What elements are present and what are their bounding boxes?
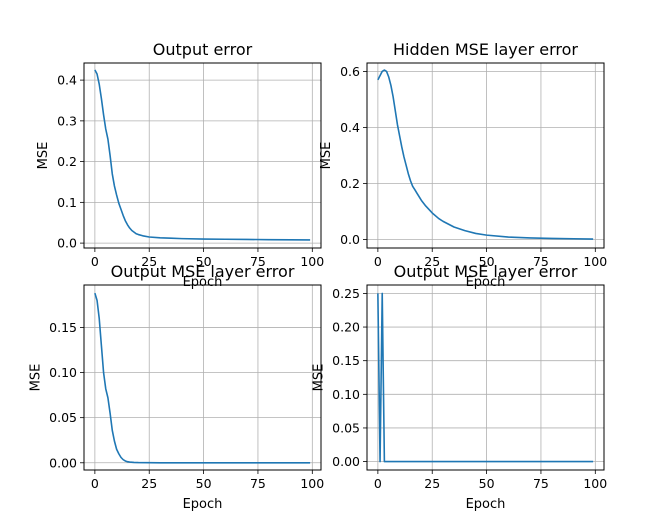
y-tick-label: 0.10 <box>49 365 77 380</box>
y-tick-label: 0.05 <box>332 420 360 435</box>
chart-title: Output MSE layer error <box>394 262 578 281</box>
y-tick-label: 0.15 <box>49 320 77 335</box>
y-tick-label: 0.20 <box>332 320 360 335</box>
axes-frame <box>366 284 605 471</box>
y-tick-label: 0.0 <box>340 232 360 247</box>
y-tick-label: 0.2 <box>57 154 77 169</box>
y-axis-label: MSE <box>319 142 334 170</box>
series-line <box>94 292 311 464</box>
y-tick-label: 0.4 <box>57 73 77 88</box>
y-tick-label: 0.05 <box>49 410 77 425</box>
y-tick-label: 0.0 <box>57 236 77 251</box>
series-line <box>94 69 311 241</box>
series-line <box>377 69 594 240</box>
x-tick-label: 50 <box>196 254 212 269</box>
grid-lines <box>84 63 321 248</box>
x-axis-label: Epoch <box>183 497 223 512</box>
y-tick-label: 0.3 <box>57 113 77 128</box>
series-line-group <box>94 292 311 464</box>
x-tick-label: 75 <box>533 254 549 269</box>
x-tick-label: 100 <box>583 476 607 491</box>
tick-group: 0 25 50 75 100 0.00 0.05 0.10 0.15 0.20 0.25 <box>332 286 607 491</box>
chart-title: Hidden MSE layer error <box>393 40 578 59</box>
x-axis-label: Epoch <box>183 275 223 290</box>
series-line-group <box>377 69 594 240</box>
series-line-group <box>94 69 311 241</box>
y-tick-label: 0.25 <box>332 286 360 301</box>
y-tick-label: 0.10 <box>332 387 360 402</box>
x-tick-label: 75 <box>533 476 549 491</box>
chart-panel-output-error: 0 25 50 75 100 0.0 0.1 0.2 0.3 0.4 Output error E… <box>36 40 324 290</box>
tick-group: 0 25 50 75 100 0.0 0.1 0.2 0.3 0.4 <box>57 73 324 269</box>
y-tick-label: 0.1 <box>57 195 77 210</box>
x-tick-label: 25 <box>424 476 440 491</box>
axes-frame <box>366 62 605 249</box>
axes-frame <box>83 62 322 249</box>
x-tick-label: 0 <box>374 476 382 491</box>
y-axis-label: MSE <box>36 142 51 170</box>
x-tick-label: 0 <box>374 254 382 269</box>
x-axis-label: Epoch <box>466 275 506 290</box>
chart-panel-output-mse-layer-error-right: 0 25 50 75 100 0.00 0.05 0.10 0.15 0.20 0.25 Outpu… <box>312 262 608 512</box>
x-tick-label: 75 <box>250 476 266 491</box>
y-tick-label: 0.00 <box>332 454 360 469</box>
x-tick-label: 50 <box>479 254 495 269</box>
chart-panel-output-mse-layer-error-left: 0 25 50 75 100 0.00 0.05 0.10 0.15 Output MSE la… <box>29 262 325 512</box>
x-tick-label: 75 <box>250 254 266 269</box>
axes-frame <box>83 284 322 471</box>
x-tick-label: 100 <box>300 476 324 491</box>
y-axis-label: MSE <box>29 364 44 392</box>
x-tick-label: 25 <box>141 476 157 491</box>
x-tick-label: 25 <box>141 254 157 269</box>
x-tick-label: 100 <box>583 254 607 269</box>
x-tick-label: 0 <box>91 476 99 491</box>
x-tick-label: 0 <box>91 254 99 269</box>
tick-group: 0 25 50 75 100 0.0 0.2 0.4 0.6 <box>340 64 607 269</box>
y-tick-label: 0.2 <box>340 176 360 191</box>
chart-panel-hidden-mse-layer-error: 0 25 50 75 100 0.0 0.2 0.4 0.6 Hidden MSE layer … <box>319 40 607 290</box>
tick-group: 0 25 50 75 100 0.00 0.05 0.10 0.15 <box>49 320 324 491</box>
x-tick-label: 25 <box>424 254 440 269</box>
x-tick-label: 50 <box>196 476 212 491</box>
y-tick-label: 0.6 <box>340 64 360 79</box>
x-axis-label: Epoch <box>466 497 506 512</box>
y-tick-label: 0.15 <box>332 353 360 368</box>
y-tick-label: 0.00 <box>49 455 77 470</box>
y-tick-label: 0.4 <box>340 120 360 135</box>
chart-title: Output MSE layer error <box>111 262 295 281</box>
series-line <box>377 292 594 463</box>
x-tick-label: 100 <box>300 254 324 269</box>
grid-lines <box>367 63 604 248</box>
y-axis-label: MSE <box>312 364 327 392</box>
series-line-group <box>377 292 594 463</box>
x-tick-label: 50 <box>479 476 495 491</box>
chart-title: Output error <box>153 40 253 59</box>
